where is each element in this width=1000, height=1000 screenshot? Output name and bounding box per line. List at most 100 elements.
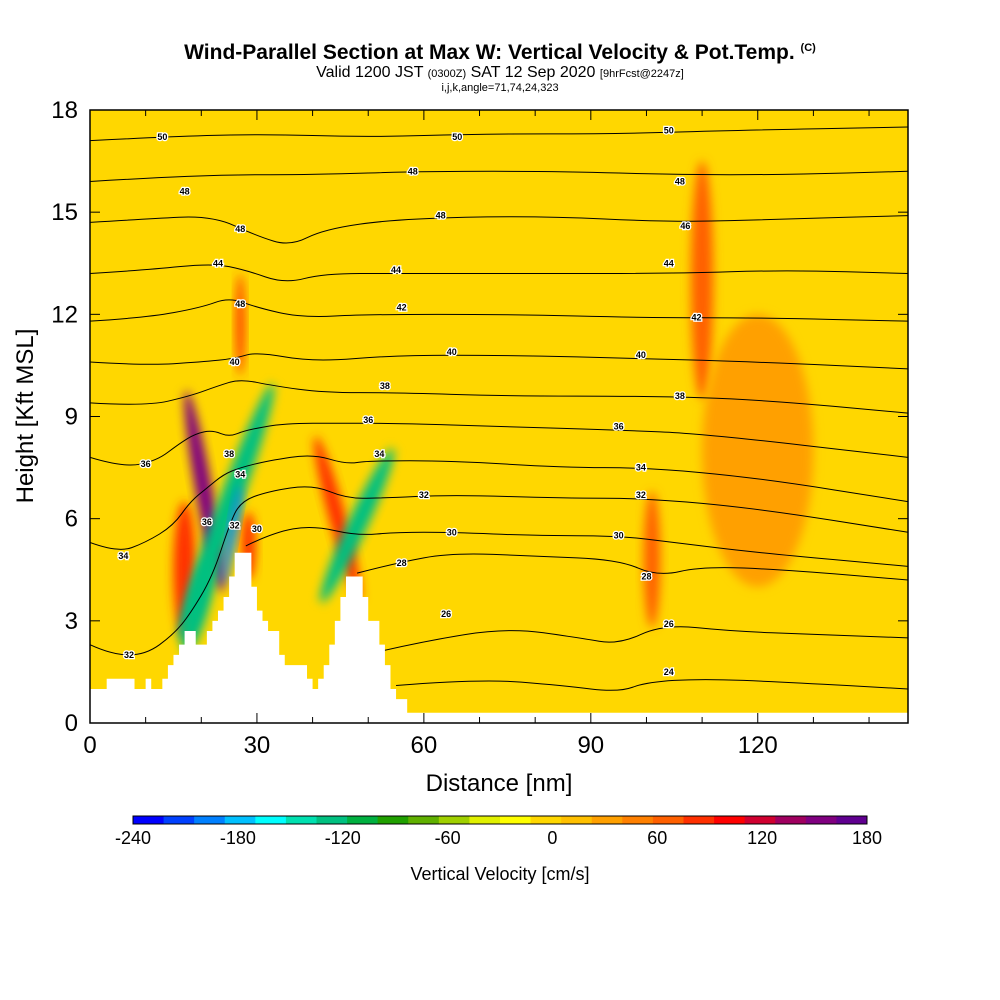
theta-contour-50: [90, 126, 908, 142]
theta-contour-36: [90, 422, 908, 466]
contour-label: 26: [441, 609, 451, 619]
contour-labels: 50 50 50 48 48 48 48 48 48 46 44 44 44 42 42 40 40 40 38 38…: [117, 124, 703, 678]
colorbar-segment: [652, 816, 684, 824]
theta-contour-26: [379, 626, 908, 652]
x-axis: 0 30 60 90 120: [83, 110, 870, 759]
contour-label: 38: [224, 449, 234, 459]
colorbar-segment: [469, 816, 501, 824]
colorbar-segment: [347, 816, 379, 824]
y-tick-label: 3: [65, 608, 78, 635]
x-tick-label: 90: [577, 732, 604, 759]
contour-label: 34: [118, 551, 128, 561]
contour-label: 36: [614, 422, 624, 432]
x-tick-label: 0: [83, 732, 96, 759]
colorbar-tick-label: 0: [547, 828, 557, 848]
contour-label: 44: [213, 258, 223, 268]
contour-label: 40: [230, 357, 240, 367]
y-axis-label: Height [Kft MSL]: [12, 329, 39, 504]
valid-time: Valid 1200 JST: [316, 64, 424, 81]
contour-label: 50: [452, 132, 462, 142]
contour-label: 28: [641, 572, 651, 582]
contour-label: 34: [636, 463, 646, 473]
colorbar-segment: [194, 816, 226, 824]
theta-contour-24: [396, 679, 908, 691]
theta-contour-48: [90, 170, 908, 183]
title-block: Wind-Parallel Section at Max W: Vertical…: [0, 36, 1000, 94]
contour-label: 24: [664, 667, 674, 677]
chart-title-text: Wind-Parallel Section at Max W: Vertical…: [184, 41, 795, 64]
colorbar-segment: [285, 816, 317, 824]
colorbar-segment: [500, 816, 531, 824]
colorbar-segment: [377, 816, 409, 824]
section-indices: i,j,k,angle=71,74,24,323: [441, 82, 559, 94]
colorbar-segment: [805, 816, 837, 824]
theta-contour-28: [356, 553, 908, 581]
colorbar-segment: [775, 816, 807, 824]
terrain: [90, 552, 908, 723]
contour-label: 38: [380, 381, 390, 391]
downdraft-feature: [181, 554, 216, 654]
colorbar-segment: [836, 816, 868, 824]
contour-label: 36: [141, 459, 151, 469]
contour-label: 46: [680, 221, 690, 231]
colorbar-segment: [316, 816, 348, 824]
contour-label: 34: [235, 469, 245, 479]
colorbar-tick-label: -60: [435, 828, 461, 848]
contour-label: 28: [397, 558, 407, 568]
forecast-info: [9hrFcst@2247z]: [599, 68, 684, 80]
contour-label: 30: [252, 524, 262, 534]
contour-label: 32: [419, 490, 429, 500]
theta-contour-34: [90, 455, 908, 550]
contour-label: 30: [447, 527, 457, 537]
colorbar-tick-label: 180: [852, 828, 882, 848]
contour-label: 40: [447, 347, 457, 357]
contour-label: 50: [664, 125, 674, 135]
colorbar-segment: [224, 816, 256, 824]
colorbar-tick-label: 60: [647, 828, 667, 848]
contour-label: 42: [397, 303, 407, 313]
contour-label: 34: [374, 449, 384, 459]
colorbar-segment: [133, 816, 164, 824]
theta-contours: [90, 126, 908, 691]
updraft-feature: [690, 161, 714, 400]
theta-contour-40: [90, 353, 908, 370]
contour-label: 48: [180, 187, 190, 197]
contour-label: 44: [664, 258, 674, 268]
updraft-feature: [643, 491, 661, 628]
colorbar-segment: [530, 816, 562, 824]
colorbar-tick-label: -240: [115, 828, 151, 848]
y-tick-label: 15: [51, 199, 78, 226]
colorbar-tick-label: -180: [220, 828, 256, 848]
updraft-feature: [236, 273, 245, 376]
contour-label: 48: [408, 166, 418, 176]
x-tick-label: 30: [244, 732, 271, 759]
y-tick-label: 9: [65, 404, 78, 431]
colorbar-label: Vertical Velocity [cm/s]: [410, 864, 589, 884]
velocity-features: [173, 161, 814, 654]
colorbar-segment: [714, 816, 746, 824]
colorbar-tick-label: 120: [747, 828, 777, 848]
colorbar-segment: [438, 816, 470, 824]
y-tick-label: 0: [65, 710, 78, 737]
theta-contour-42: [90, 299, 908, 322]
colorbar-segment: [255, 816, 287, 824]
contour-label: 30: [614, 531, 624, 541]
colorbar-segment: [744, 816, 776, 824]
plot-content: 50 50 50 48 48 48 48 48 48 46 44 44 44 42 42 40 40 40 38 38…: [90, 110, 908, 723]
title-suffix: (C): [800, 42, 816, 54]
x-tick-label: 60: [411, 732, 438, 759]
downdraft-feature: [320, 448, 395, 603]
theta-contour-46: [90, 215, 908, 244]
contour-label: 42: [692, 313, 702, 323]
contour-label: 32: [636, 490, 646, 500]
theta-contour-30: [245, 527, 908, 567]
contour-label: 38: [675, 391, 685, 401]
contour-label: 36: [202, 517, 212, 527]
theta-contour-38: [90, 380, 908, 414]
contour-label: 32: [124, 650, 134, 660]
updraft-feature: [702, 314, 814, 587]
valid-utc: (0300Z): [427, 68, 467, 80]
contour-label: 32: [230, 520, 240, 530]
